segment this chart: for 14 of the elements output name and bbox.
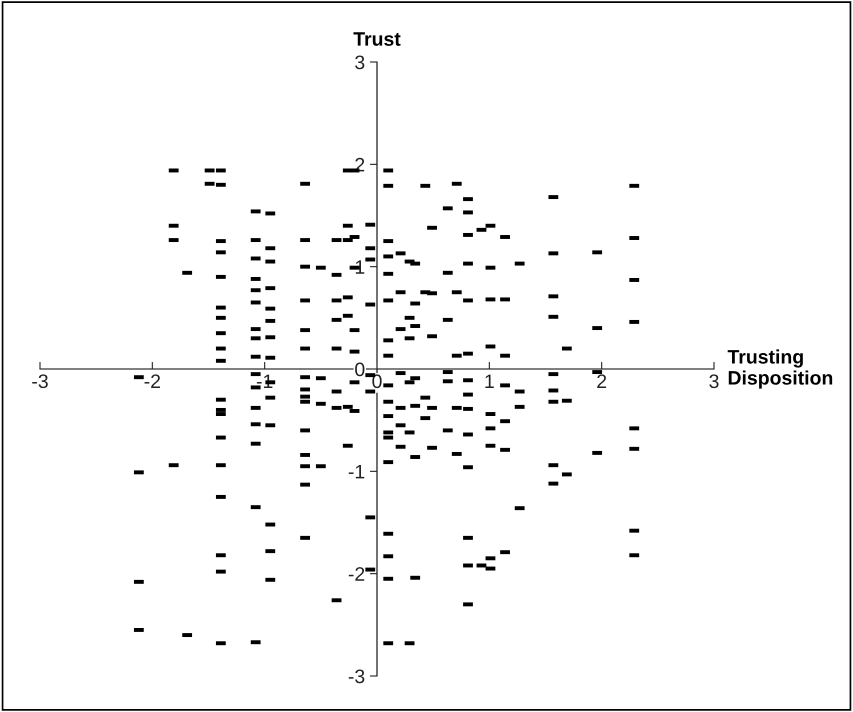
- y-tick-label: 1: [356, 260, 364, 274]
- x-tick-label: 0: [372, 374, 382, 388]
- y-tick-label: -3: [348, 669, 364, 684]
- y-tick-label: 0: [355, 362, 364, 376]
- y-tick-label: -1: [348, 465, 364, 478]
- x-tick-label: -2: [144, 374, 160, 388]
- y-tick-label: -2: [348, 567, 364, 581]
- x-tick-label: 3: [709, 374, 719, 388]
- x-tick-label: 2: [597, 374, 606, 388]
- x-tick-label: 1: [485, 374, 494, 388]
- y-axis-title: Trust: [353, 32, 401, 46]
- x-tick-label: -3: [32, 374, 48, 388]
- y-tick-label: 3: [355, 55, 364, 70]
- x-axis-title: Trusting Disposition: [728, 349, 832, 389]
